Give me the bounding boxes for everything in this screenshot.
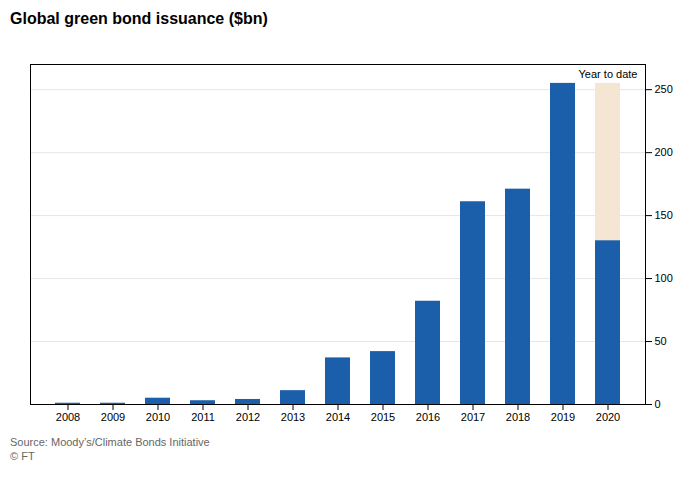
- svg-text:2018: 2018: [506, 411, 530, 423]
- svg-text:250: 250: [655, 83, 673, 95]
- svg-text:200: 200: [655, 146, 673, 158]
- svg-text:0: 0: [655, 398, 661, 410]
- svg-text:150: 150: [655, 209, 673, 221]
- svg-text:2015: 2015: [371, 411, 395, 423]
- svg-text:2010: 2010: [146, 411, 170, 423]
- svg-text:50: 50: [655, 335, 667, 347]
- svg-text:2019: 2019: [551, 411, 575, 423]
- html-text:Source: Moody’s/Climate Bonds: Source: Moody’s/Climate Bonds Initiative: [10, 436, 210, 448]
- html-text:© FT: © FT: [10, 450, 35, 462]
- html-text:Global green bond issuance ($b: Global green bond issuance ($bn): [10, 10, 268, 27]
- svg-text:2009: 2009: [101, 411, 125, 423]
- svg-text:2012: 2012: [236, 411, 260, 423]
- svg-text:2016: 2016: [416, 411, 440, 423]
- svg-text:2013: 2013: [281, 411, 305, 423]
- svg-text:100: 100: [655, 272, 673, 284]
- svg-text:2011: 2011: [191, 411, 215, 423]
- svg-text:Year to date: Year to date: [579, 68, 638, 80]
- svg-text:2020: 2020: [596, 411, 620, 423]
- svg-text:2017: 2017: [461, 411, 485, 423]
- svg-text:2014: 2014: [326, 411, 350, 423]
- svg-text:2008: 2008: [56, 411, 80, 423]
